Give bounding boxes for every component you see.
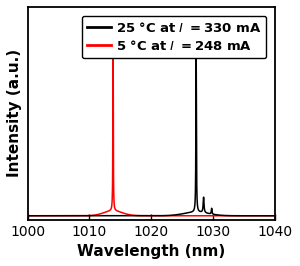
Legend: $\mathbf{25\ °C\ at}$ $\mathit{I}$ $\mathbf{= 330\ mA}$, $\mathbf{5\ °C\ at}$ $\: $\mathbf{25\ °C\ at}$ $\mathit{I}$ $\mat… [82, 16, 266, 58]
X-axis label: Wavelength (nm): Wavelength (nm) [77, 244, 226, 259]
Y-axis label: Intensity (a.u.): Intensity (a.u.) [7, 49, 22, 177]
